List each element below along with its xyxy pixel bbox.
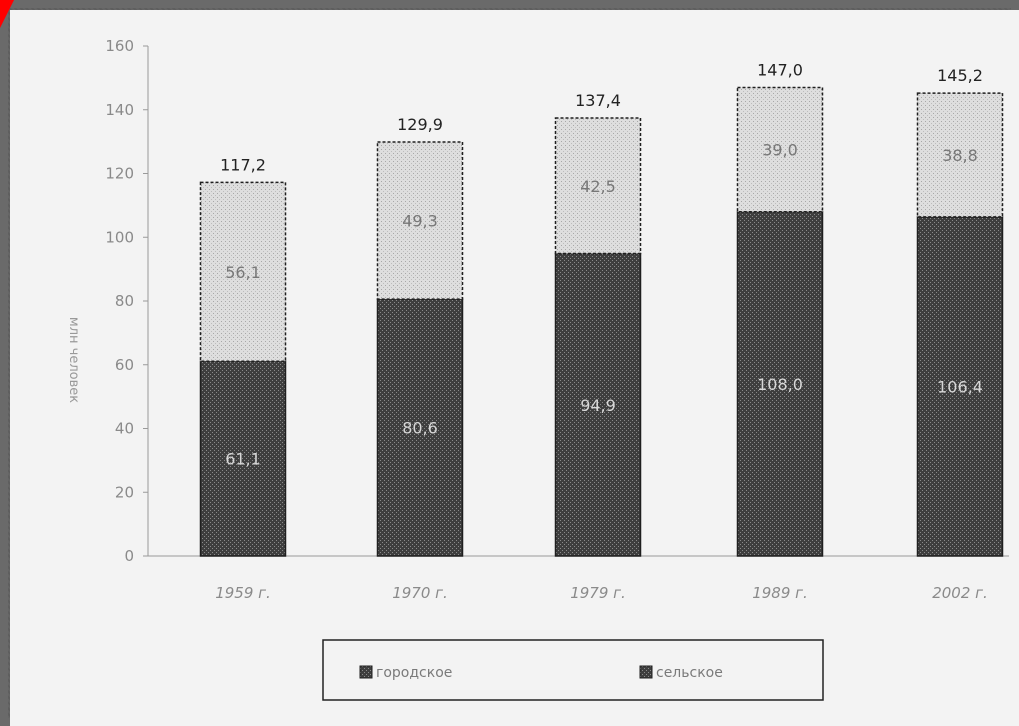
axis-layer: 0 20 40 60 80 100 120 140 160 — [105, 37, 1009, 565]
bar-total-label: 145,2 — [937, 66, 983, 85]
y-tick-label: 20 — [115, 483, 134, 501]
segment-label-rural: 38,8 — [942, 146, 978, 165]
y-tick-label: 80 — [115, 292, 134, 310]
segment-label-rural: 56,1 — [225, 263, 261, 282]
x-tick-label: 1979 г. — [570, 584, 626, 602]
bar-rural — [199, 181, 287, 362]
bar-total-label: 137,4 — [575, 91, 621, 110]
x-tick-label: 1970 г. — [392, 584, 448, 602]
y-axis-label: млн человек — [66, 317, 81, 403]
y-tick-label: 100 — [105, 228, 134, 246]
y-tick-label: 160 — [105, 37, 134, 55]
bar-urban — [736, 211, 824, 557]
y-tick-label: 60 — [115, 356, 134, 374]
segment-label-urban: 106,4 — [937, 377, 983, 396]
segment-label-rural: 49,3 — [402, 212, 438, 231]
bar-urban — [199, 360, 287, 557]
segment-label-rural: 42,5 — [580, 177, 616, 196]
bar-urban — [554, 252, 642, 557]
legend-swatch-urban — [359, 665, 373, 679]
x-tick-label: 2002 г. — [932, 584, 988, 602]
legend-swatch-rural — [639, 665, 653, 679]
y-tick-label: 120 — [105, 165, 134, 183]
x-tick-label: 1959 г. — [215, 584, 271, 602]
bar-urban — [916, 216, 1004, 557]
legend-label-urban: городское — [376, 665, 452, 681]
bar-total-label: 147,0 — [757, 60, 803, 79]
labels-layer: 117,2 56,1 61,1 1959 г. 129,9 49,3 80,6 1970 г.… — [215, 60, 988, 602]
red-corner-marker — [0, 0, 14, 28]
chart-panel — [10, 10, 1019, 726]
bars-layer — [199, 86, 1004, 557]
bar-rural — [376, 141, 464, 300]
bar-rural — [736, 86, 824, 213]
legend-label-rural: сельское — [656, 665, 723, 681]
y-tick-label: 0 — [124, 547, 134, 565]
legend-box — [322, 639, 824, 701]
y-tick-label: 140 — [105, 101, 134, 119]
bar-total-label: 117,2 — [220, 155, 266, 174]
segment-label-urban: 61,1 — [225, 450, 261, 469]
legend: городское сельское — [322, 639, 824, 701]
segment-label-urban: 108,0 — [757, 375, 803, 394]
bar-total-label: 129,9 — [397, 115, 443, 134]
segment-label-urban: 80,6 — [402, 419, 438, 438]
bar-rural — [916, 92, 1004, 218]
segment-label-urban: 94,9 — [580, 396, 616, 415]
segment-label-rural: 39,0 — [762, 141, 798, 160]
bar-urban — [376, 298, 464, 557]
bar-rural — [554, 117, 642, 255]
y-tick-label: 40 — [115, 420, 134, 438]
x-tick-label: 1989 г. — [752, 584, 808, 602]
